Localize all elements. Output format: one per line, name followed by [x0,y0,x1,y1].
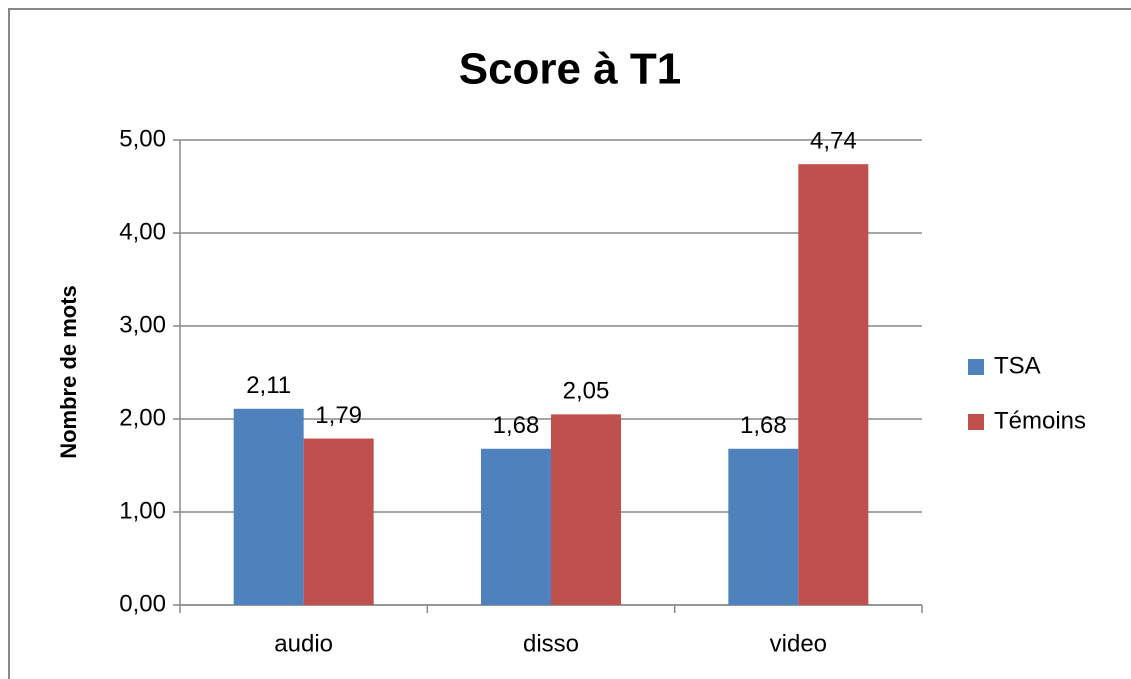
bar [798,164,869,605]
bar [233,408,304,605]
chart-title: Score à T1 [459,45,682,94]
data-label: 1,79 [315,402,362,429]
bar [303,438,374,605]
x-tick-label: video [770,630,827,657]
x-tick-label: disso [523,630,579,657]
y-tick-label: 1,00 [119,497,166,524]
y-tick-label: 3,00 [119,311,166,338]
y-tick-label: 2,00 [119,404,166,431]
x-tick-label: audio [274,630,333,657]
bar [551,414,621,605]
data-label: 1,68 [740,412,787,439]
y-axis-title: Nombre de mots [56,285,81,459]
legend-swatch [968,414,984,430]
bar [481,448,551,605]
y-tick-label: 4,00 [119,218,166,245]
bar [728,448,799,605]
y-tick-label: 5,00 [119,125,166,152]
data-label: 4,74 [810,128,857,155]
y-tick-label: 0,00 [119,590,166,617]
legend-label: Témoins [994,407,1086,434]
data-label: 2,11 [246,372,291,399]
data-label: 2,05 [563,378,610,405]
data-label: 1,68 [493,412,540,439]
legend-label: TSA [994,352,1041,379]
legend-swatch [968,359,984,375]
